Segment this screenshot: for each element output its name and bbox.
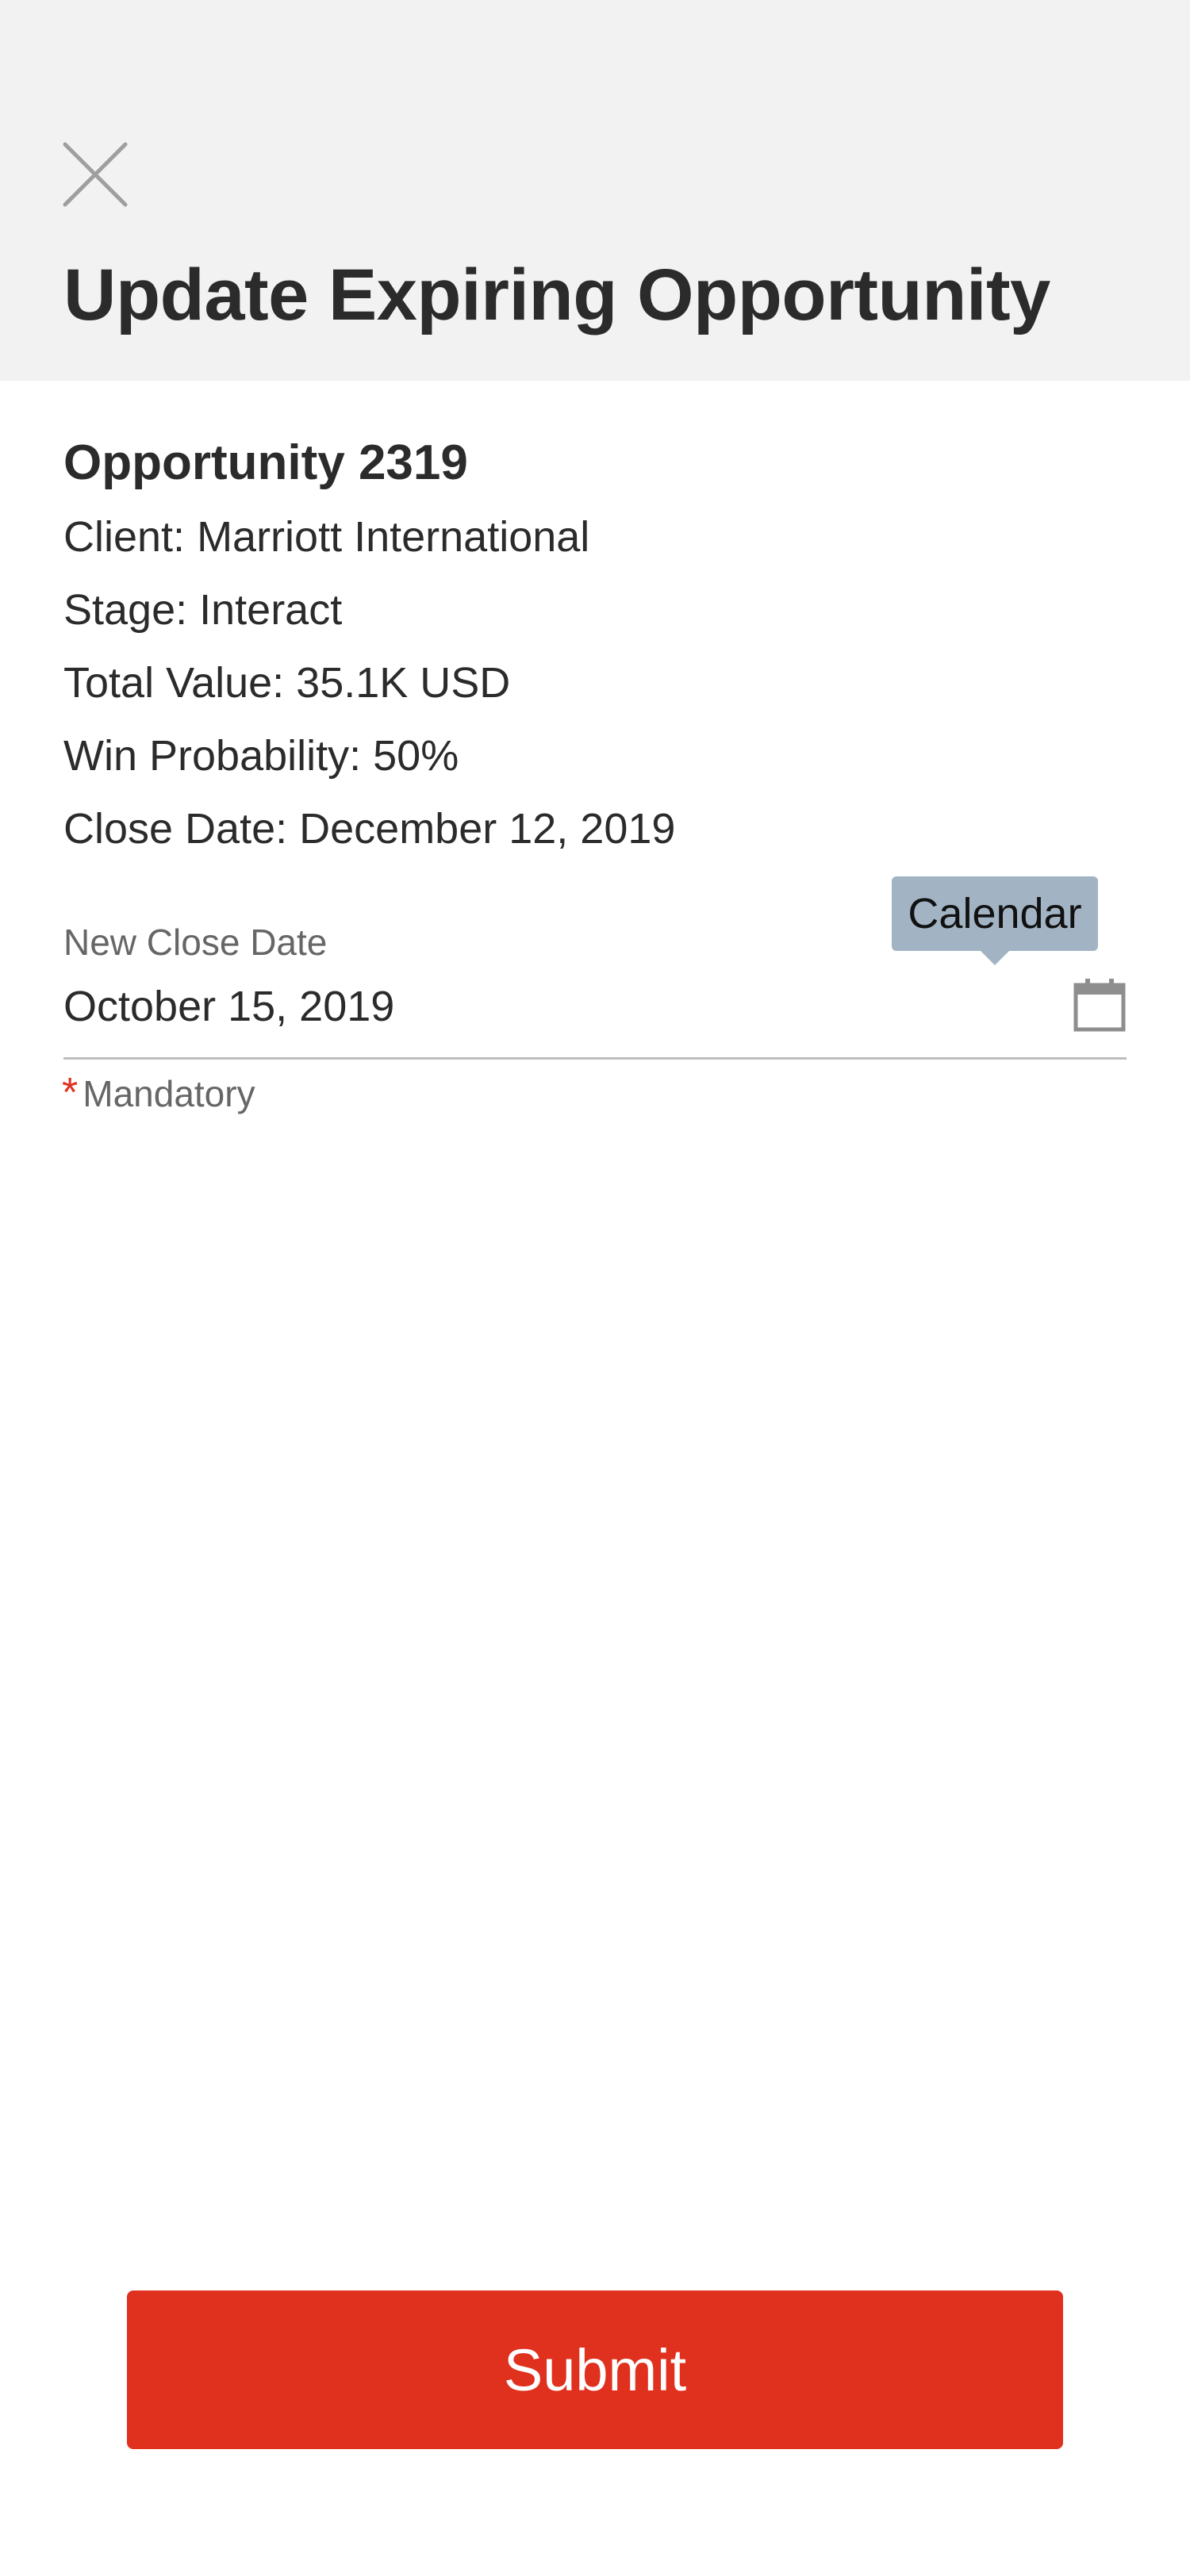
page-title: Update Expiring Opportunity — [63, 255, 1050, 335]
submit-button[interactable]: Submit — [127, 2290, 1063, 2449]
calendar-tooltip: Calendar — [892, 876, 1098, 951]
win-probability-detail: Win Probability: 50% — [63, 732, 459, 780]
date-field-underline — [63, 1057, 1127, 1060]
new-close-date-label: New Close Date — [63, 922, 328, 963]
stage-detail: Stage: Interact — [63, 586, 343, 634]
calendar-button[interactable] — [1071, 977, 1128, 1034]
mandatory-note: * Mandatory — [62, 1072, 255, 1114]
header: Update Expiring Opportunity — [0, 0, 1190, 381]
required-asterisk: * — [62, 1070, 79, 1116]
close-date-detail: Close Date: December 12, 2019 — [63, 805, 676, 853]
tooltip-arrow — [981, 951, 1009, 965]
close-button[interactable] — [56, 135, 135, 214]
mandatory-text: Mandatory — [83, 1073, 255, 1114]
total-value-detail: Total Value: 35.1K USD — [63, 659, 511, 707]
calendar-icon — [1073, 979, 1126, 1032]
new-close-date-input[interactable] — [63, 980, 1039, 1033]
close-icon — [63, 142, 128, 207]
client-detail: Client: Marriott International — [63, 513, 590, 561]
opportunity-title: Opportunity 2319 — [63, 435, 468, 490]
